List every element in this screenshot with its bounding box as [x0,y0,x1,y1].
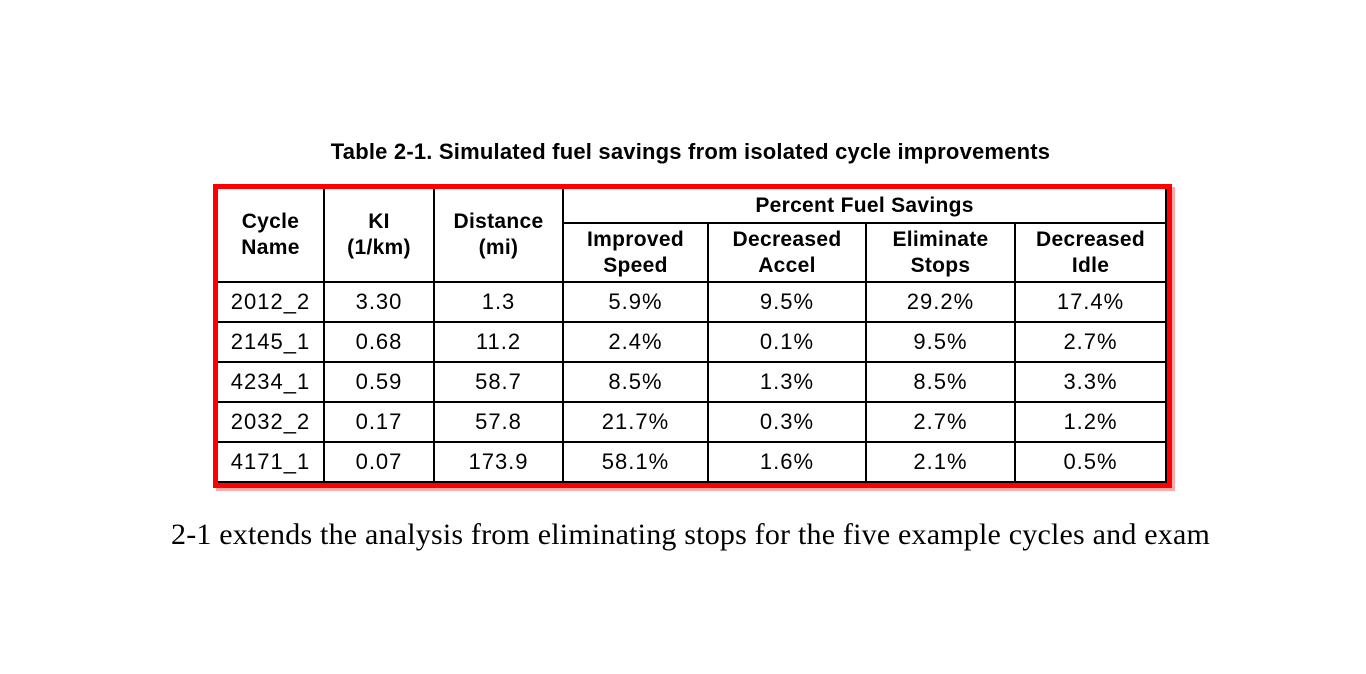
table-cell: 3.30 [323,281,435,323]
table-cell: 0.1% [707,321,867,363]
table-cell: 1.2% [1013,401,1168,443]
body-text: 2-1 extends the analysis from eliminatin… [171,518,1210,551]
column-header-cycle-name: Cycle Name [216,187,325,283]
table-row: 4234_1 0.59 58.7 8.5% 1.3% 8.5% 3.3% [216,361,1168,403]
table-cell: 8.5% [562,361,709,403]
table-cell: 4171_1 [216,441,325,483]
table-cell: 1.3 [433,281,564,323]
table-container: Cycle Name KI (1/km) Distance (mi) Perce… [213,184,1173,488]
table-caption: Table 2-1. Simulated fuel savings from i… [330,139,1051,164]
table-cell: 2.7% [1013,321,1168,363]
table-cell: 58.1% [562,441,709,483]
table-row: 2012_2 3.30 1.3 5.9% 9.5% 29.2% 17.4% [216,281,1168,323]
table-cell: 2032_2 [216,401,325,443]
fuel-savings-table: Cycle Name KI (1/km) Distance (mi) Perce… [216,187,1168,483]
table-row: 2145_1 0.68 11.2 2.4% 0.1% 9.5% 2.7% [216,321,1168,363]
table-cell: 0.68 [323,321,435,363]
table-cell: 3.3% [1013,361,1168,403]
table-cell: 58.7 [433,361,564,403]
table-cell: 0.17 [323,401,435,443]
table-row: 4171_1 0.07 173.9 58.1% 1.6% 2.1% 0.5% [216,441,1168,483]
column-header-improved-speed: Improved Speed [562,222,709,283]
table-cell: 17.4% [1013,281,1168,323]
table-cell: 8.5% [865,361,1016,403]
table-cell: 2012_2 [216,281,325,323]
table-cell: 1.3% [707,361,867,403]
table-cell: 0.5% [1013,441,1168,483]
table-cell: 5.9% [562,281,709,323]
header-row-sub: Improved Speed Decreased Accel Eliminate… [217,222,1168,283]
table-cell: 4234_1 [216,361,325,403]
table-cell: 173.9 [433,441,564,483]
group-header-percent-fuel-savings: Percent Fuel Savings [561,187,1168,224]
table-cell: 0.59 [323,361,435,403]
table-cell: 29.2% [865,281,1016,323]
table-cell: 9.5% [865,321,1016,363]
table-cell: 0.3% [707,401,867,443]
table-cell: 2.1% [865,441,1016,483]
column-header-ki: KI (1/km) [323,187,435,283]
table-cell: 9.5% [707,281,867,323]
table-cell: 2.4% [562,321,709,363]
table-cell: 57.8 [433,401,564,443]
header-row-group: Cycle Name KI (1/km) Distance (mi) Perce… [216,187,1168,283]
column-header-decreased-idle: Decreased Idle [1013,222,1168,283]
table-cell: 11.2 [433,321,564,363]
table-cell: 0.07 [323,441,435,483]
table-cell: 2.7% [865,401,1016,443]
column-header-distance: Distance (mi) [433,187,564,283]
column-header-eliminate-stops: Eliminate Stops [865,222,1016,283]
table-row: 2032_2 0.17 57.8 21.7% 0.3% 2.7% 1.2% [216,401,1168,443]
column-header-decreased-accel: Decreased Accel [707,222,867,283]
table-cell: 2145_1 [216,321,325,363]
table-cell: 1.6% [707,441,867,483]
table-cell: 21.7% [562,401,709,443]
